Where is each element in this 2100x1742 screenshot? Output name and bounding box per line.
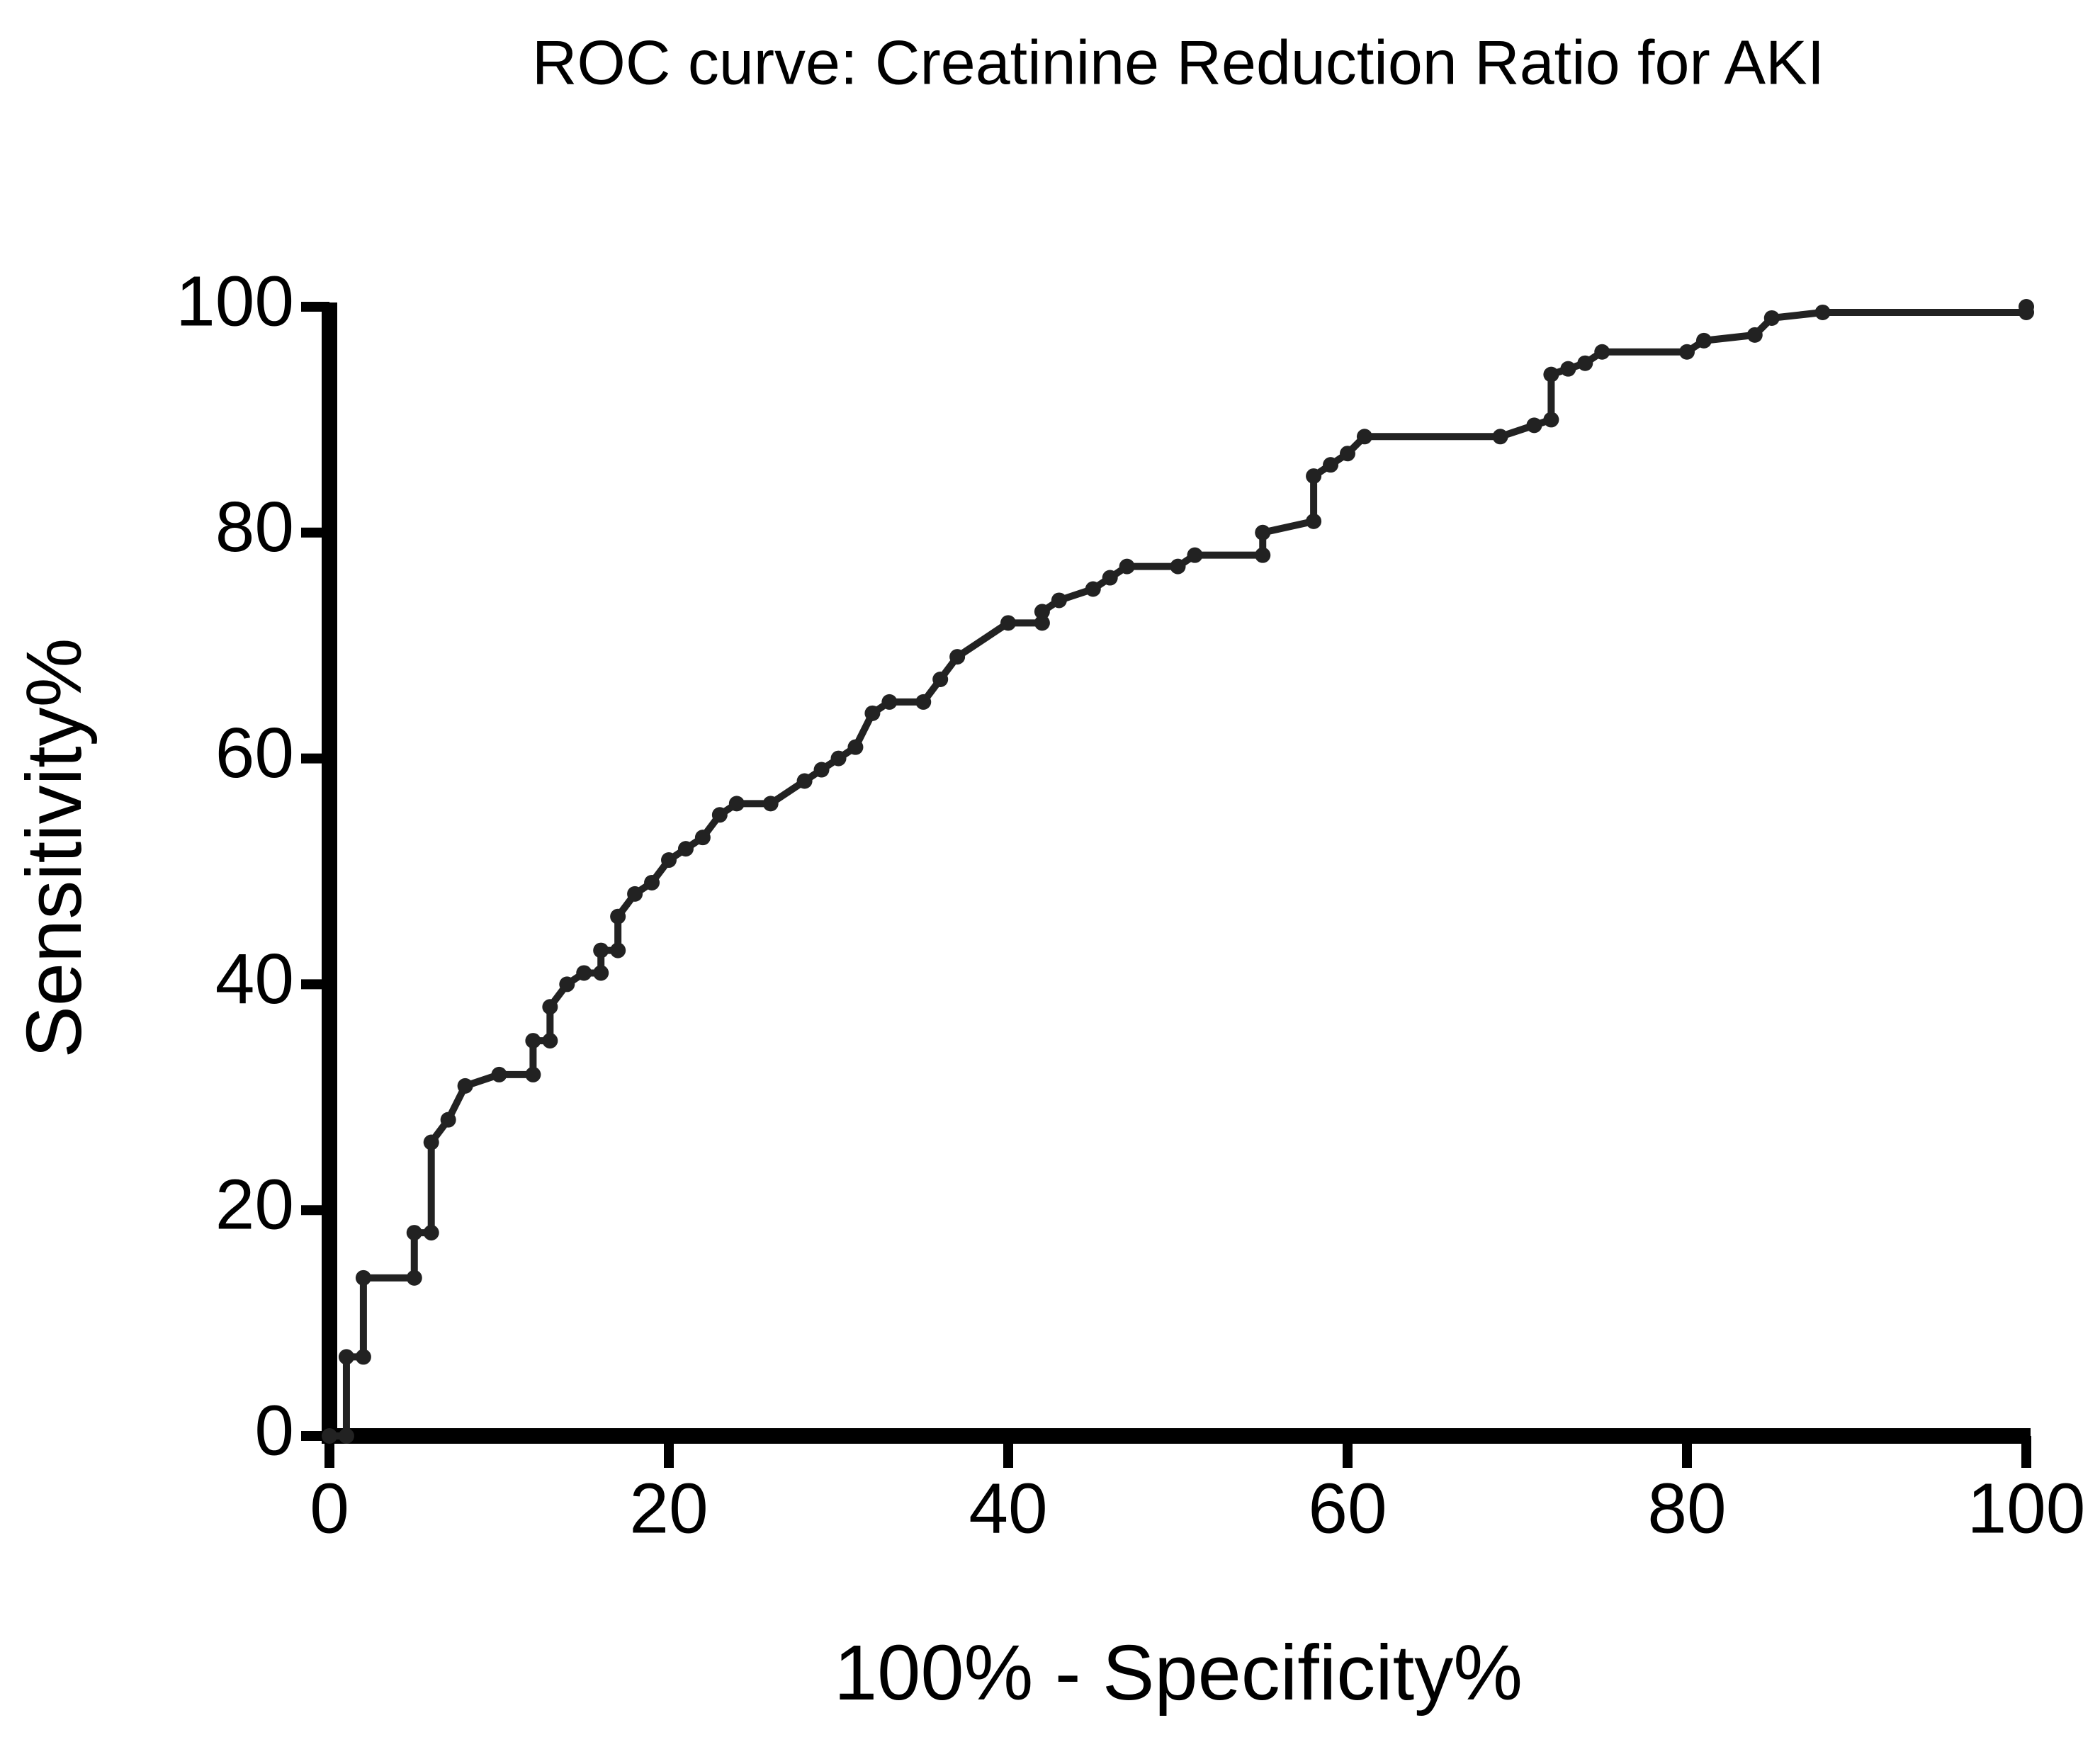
roc-point xyxy=(1051,592,1067,609)
roc-point xyxy=(440,1112,456,1128)
roc-point xyxy=(355,1349,371,1365)
roc-point xyxy=(1034,615,1050,631)
roc-point xyxy=(1814,304,1831,320)
roc-point xyxy=(559,976,575,992)
chart-title: ROC curve: Creatinine Reduction Ratio fo… xyxy=(532,27,1824,97)
y-tick-label: 0 xyxy=(254,1391,294,1470)
roc-point xyxy=(728,796,745,812)
y-tick-label: 40 xyxy=(215,939,294,1019)
y-tick-label: 60 xyxy=(215,713,294,793)
roc-point xyxy=(1170,558,1186,575)
roc-point xyxy=(932,672,949,688)
roc-point xyxy=(1679,344,1695,360)
roc-point xyxy=(661,852,677,869)
roc-point xyxy=(1340,446,1355,462)
roc-point xyxy=(1763,310,1780,326)
roc-point xyxy=(1543,366,1559,383)
roc-point xyxy=(576,965,592,981)
roc-point xyxy=(525,1033,541,1049)
roc-point xyxy=(1323,457,1339,473)
x-tick-label: 0 xyxy=(310,1469,349,1548)
roc-point xyxy=(830,750,847,767)
roc-point xyxy=(864,705,881,721)
roc-point xyxy=(1187,547,1203,563)
roc-point xyxy=(1695,332,1712,349)
roc-point xyxy=(1306,468,1322,485)
roc-point xyxy=(1306,513,1322,529)
roc-point xyxy=(338,1349,354,1365)
roc-point xyxy=(1526,417,1542,434)
roc-point xyxy=(593,942,609,958)
x-tick-label: 60 xyxy=(1308,1469,1387,1548)
roc-point xyxy=(949,649,966,665)
roc-point xyxy=(1000,615,1016,631)
roc-point xyxy=(2019,299,2034,315)
roc-point xyxy=(813,762,830,778)
roc-point xyxy=(457,1078,473,1094)
roc-point xyxy=(1356,429,1372,445)
roc-point xyxy=(694,830,711,846)
x-axis-label: 100% - Specificity% xyxy=(834,1629,1523,1716)
roc-point xyxy=(796,773,813,789)
roc-point xyxy=(355,1269,371,1286)
roc-point xyxy=(406,1269,422,1286)
roc-point xyxy=(1255,524,1271,541)
roc-point xyxy=(915,694,932,710)
roc-point xyxy=(423,1134,439,1150)
roc-point xyxy=(1543,412,1559,428)
x-tick-label: 80 xyxy=(1647,1469,1726,1548)
roc-point xyxy=(593,965,609,981)
roc-point xyxy=(677,841,694,857)
roc-point xyxy=(881,694,898,710)
roc-point xyxy=(644,874,660,890)
roc-point xyxy=(1085,581,1101,597)
roc-point xyxy=(711,807,728,823)
roc-point xyxy=(423,1225,439,1241)
x-tick-label: 100 xyxy=(1968,1469,2086,1548)
roc-point xyxy=(1746,327,1763,343)
y-tick-label: 20 xyxy=(215,1165,294,1245)
x-tick-label: 20 xyxy=(629,1469,708,1548)
roc-point xyxy=(406,1225,422,1241)
roc-point xyxy=(627,886,643,902)
roc-point xyxy=(1119,558,1135,575)
roc-line xyxy=(329,307,2030,1440)
y-tick-label: 80 xyxy=(215,487,294,567)
roc-point xyxy=(1560,361,1576,377)
roc-point xyxy=(1102,570,1118,586)
roc-point xyxy=(525,1066,541,1082)
roc-point xyxy=(542,1033,558,1049)
y-tick-label: 100 xyxy=(176,261,294,341)
roc-point xyxy=(1034,604,1050,620)
roc-point xyxy=(1577,355,1593,371)
y-axis-label: Sensitivity% xyxy=(11,638,98,1058)
x-tick-label: 40 xyxy=(969,1469,1047,1548)
roc-point xyxy=(1255,547,1271,563)
roc-point xyxy=(491,1066,507,1082)
roc-point xyxy=(1492,429,1508,445)
roc-point xyxy=(610,942,626,958)
roc-point xyxy=(610,908,626,924)
roc-point xyxy=(338,1428,354,1444)
roc-point xyxy=(322,1428,337,1444)
roc-point xyxy=(542,999,558,1015)
roc-point xyxy=(847,739,864,755)
roc-point xyxy=(1594,344,1610,360)
roc-point xyxy=(762,796,779,812)
